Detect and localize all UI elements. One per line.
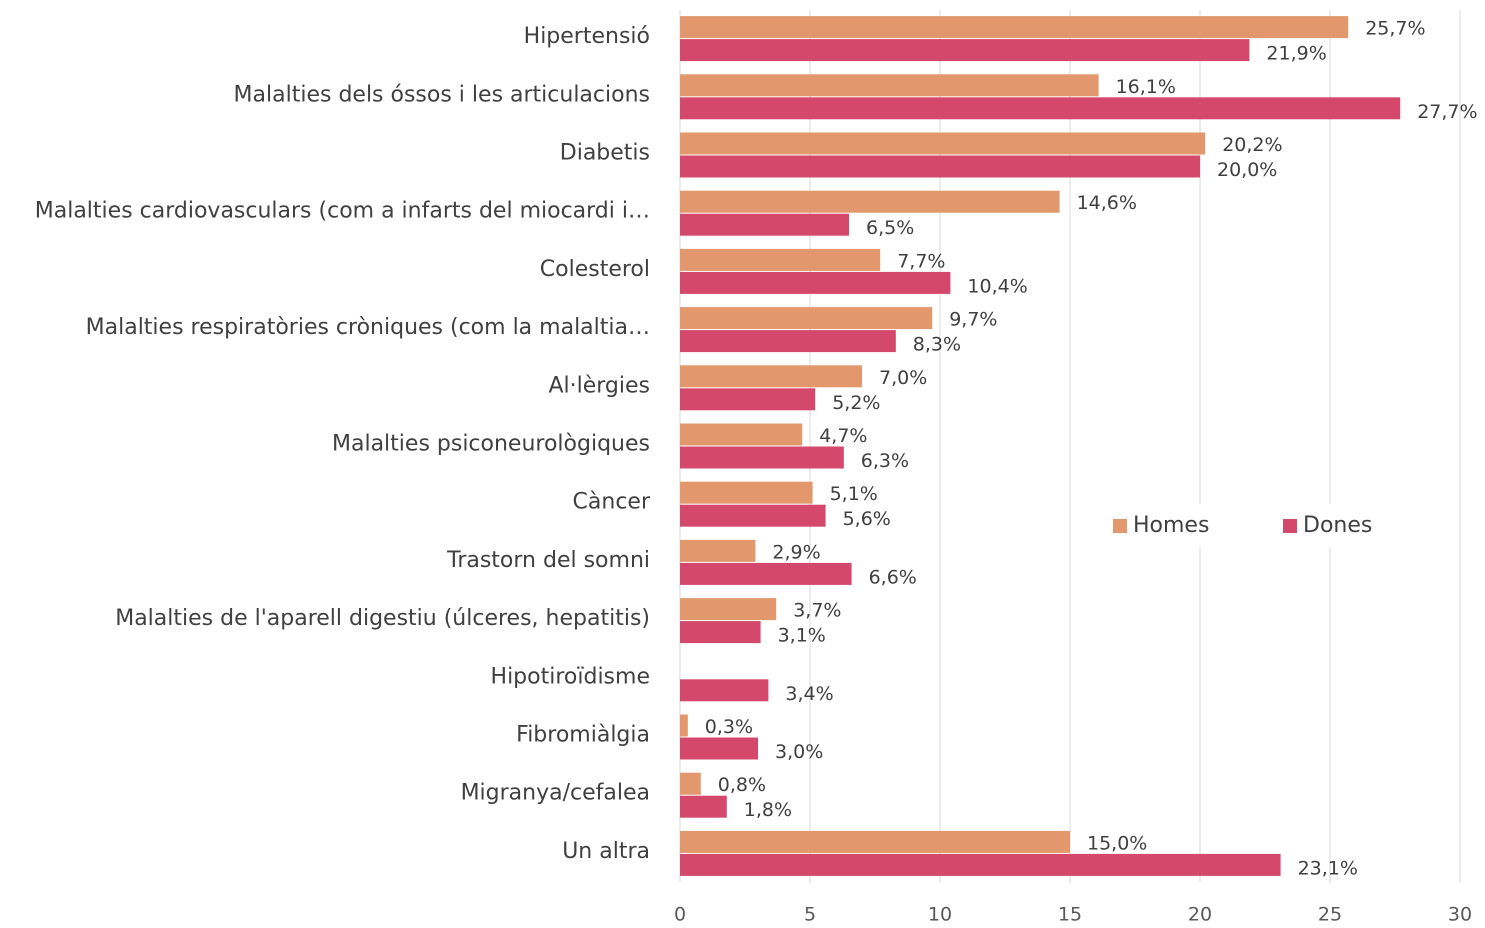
bar (680, 365, 862, 387)
value-label: 27,7% (1417, 101, 1477, 123)
value-label: 5,1% (830, 483, 878, 505)
category-label: Hipertensió (524, 24, 650, 49)
category-label: Malalties dels óssos i les articulacions (234, 82, 650, 107)
value-label: 3,7% (793, 600, 841, 622)
legend-label: Dones (1303, 513, 1372, 538)
value-label: 6,5% (866, 217, 914, 239)
bar (680, 214, 849, 236)
bar (680, 191, 1060, 213)
x-tick-label: 25 (1318, 904, 1342, 926)
category-label: Trastorn del somni (446, 548, 650, 573)
bar (680, 540, 755, 562)
bar (680, 272, 950, 294)
value-label: 25,7% (1365, 18, 1425, 40)
value-label: 16,1% (1116, 76, 1176, 98)
bar (680, 482, 813, 504)
bar (680, 330, 896, 352)
x-tick-label: 20 (1188, 904, 1212, 926)
chart: 0 5 10 15 20 25 30 Hipertensió 25,7% 21,9% Malalti… (0, 0, 1485, 928)
value-label: 5,2% (832, 392, 880, 414)
category-label: Malalties psiconeurològiques (332, 432, 650, 457)
value-label: 4,7% (819, 425, 867, 447)
bar (680, 39, 1249, 61)
category-label: Colesterol (540, 257, 650, 282)
x-tick-label: 5 (804, 904, 816, 926)
bar (680, 796, 727, 818)
bar (680, 424, 802, 446)
value-label: 14,6% (1077, 192, 1137, 214)
value-label: 20,2% (1222, 134, 1282, 156)
value-label: 1,8% (744, 799, 792, 821)
bar (680, 563, 852, 585)
category-label: Al·lèrgies (548, 373, 650, 398)
value-label: 8,3% (913, 334, 961, 356)
bar (680, 854, 1281, 876)
value-label: 0,8% (718, 774, 766, 796)
value-label: 7,7% (897, 250, 945, 272)
value-label: 7,0% (879, 367, 927, 389)
value-label: 3,1% (778, 625, 826, 647)
value-label: 23,1% (1298, 857, 1358, 879)
bar (680, 621, 761, 643)
bar (680, 447, 844, 469)
legend-swatch (1283, 519, 1297, 533)
category-label: Malalties respiratòries cròniques (com l… (86, 315, 650, 340)
category-label: Fibromiàlgia (516, 723, 650, 748)
category-label: Càncer (573, 490, 651, 515)
value-label: 3,4% (785, 683, 833, 705)
value-label: 2,9% (772, 541, 820, 563)
value-label: 21,9% (1266, 43, 1326, 65)
bar (680, 74, 1099, 96)
category-label: Hipotiroïdisme (491, 664, 650, 689)
bar (680, 249, 880, 271)
value-label: 0,3% (705, 716, 753, 738)
x-tick-label: 10 (928, 904, 952, 926)
category-label: Malalties cardiovasculars (com a infarts… (35, 199, 650, 224)
bar (680, 715, 688, 737)
category-label: Migranya/cefalea (461, 781, 650, 806)
bar (680, 388, 815, 410)
bar (680, 307, 932, 329)
value-label: 6,6% (869, 566, 917, 588)
x-tick-label: 0 (674, 904, 686, 926)
legend-label: Homes (1133, 513, 1209, 538)
bar (680, 598, 776, 620)
category-label: Diabetis (560, 141, 650, 166)
page: 0 5 10 15 20 25 30 Hipertensió 25,7% 21,9% Malalti… (0, 0, 1485, 928)
bar (680, 773, 701, 795)
bar (680, 133, 1205, 155)
value-label: 6,3% (861, 450, 909, 472)
x-tick-label: 15 (1058, 904, 1082, 926)
legend-swatch (1113, 519, 1127, 533)
value-label: 20,0% (1217, 159, 1277, 181)
value-label: 15,0% (1087, 832, 1147, 854)
bar (680, 156, 1200, 178)
value-label: 10,4% (967, 275, 1027, 297)
bar (680, 97, 1400, 119)
value-label: 9,7% (949, 309, 997, 331)
x-tick-label: 30 (1448, 904, 1472, 926)
value-label: 3,0% (775, 741, 823, 763)
bar (680, 505, 826, 527)
category-label: Un altra (562, 839, 650, 864)
value-label: 5,6% (843, 508, 891, 530)
bar (680, 831, 1070, 853)
bar (680, 16, 1348, 38)
bar (680, 679, 768, 701)
bar (680, 738, 758, 760)
category-label: Malalties de l'aparell digestiu (úlceres… (115, 606, 650, 631)
